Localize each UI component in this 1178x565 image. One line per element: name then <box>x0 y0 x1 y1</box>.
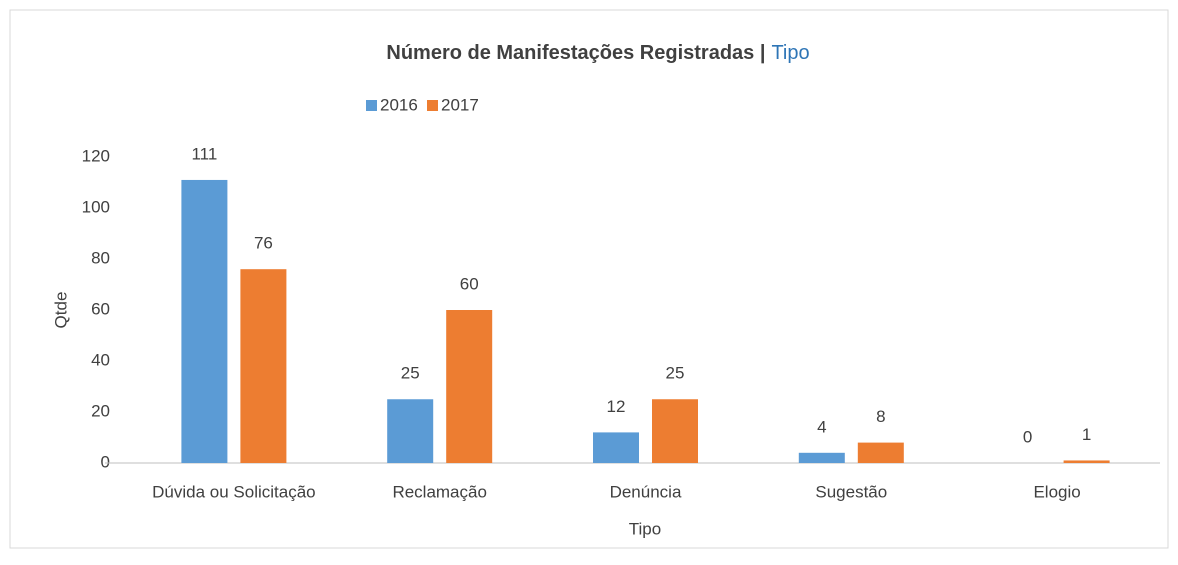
x-tick-label: Denúncia <box>610 482 682 501</box>
value-label: 111 <box>191 144 217 163</box>
bar <box>240 269 287 463</box>
chart-title: Número de Manifestações Registradas | Tip… <box>386 42 809 64</box>
value-label: 1 <box>1082 425 1091 444</box>
value-label: 25 <box>401 364 420 383</box>
bar <box>798 452 845 463</box>
value-label: 4 <box>817 417 826 436</box>
value-label: 0 <box>1023 427 1032 446</box>
legend-swatch <box>427 100 438 111</box>
legend-label: 2016 <box>380 95 418 114</box>
x-tick-label: Elogio <box>1033 482 1080 501</box>
title-main: Número de Manifestações Registradas | <box>386 42 765 64</box>
bar <box>1063 460 1110 463</box>
value-label: 12 <box>607 397 626 416</box>
x-tick-label: Dúvida ou Solicitação <box>152 482 315 501</box>
x-axis-label: Tipo <box>629 519 661 538</box>
bar <box>387 399 434 463</box>
y-tick-label: 60 <box>91 299 110 318</box>
bar <box>593 432 639 463</box>
y-tick-label: 20 <box>91 401 110 420</box>
value-label: 76 <box>254 234 273 253</box>
value-label: 60 <box>460 274 479 293</box>
y-tick-label: 100 <box>82 197 110 216</box>
value-label: 8 <box>876 407 885 426</box>
y-tick-label: 0 <box>101 452 110 471</box>
bar <box>652 399 698 463</box>
title-highlight: Tipo <box>771 42 809 64</box>
y-axis-label: Qtde <box>51 292 70 329</box>
bar <box>446 310 493 463</box>
legend-swatch <box>366 100 377 111</box>
y-tick-label: 120 <box>82 146 110 165</box>
value-label: 25 <box>666 364 685 383</box>
bar <box>181 179 228 463</box>
bar <box>857 442 904 463</box>
y-tick-label: 80 <box>91 248 110 267</box>
legend-label: 2017 <box>441 95 479 114</box>
y-tick-label: 40 <box>91 350 110 369</box>
x-tick-label: Sugestão <box>815 482 887 501</box>
x-tick-label: Reclamação <box>392 482 487 501</box>
